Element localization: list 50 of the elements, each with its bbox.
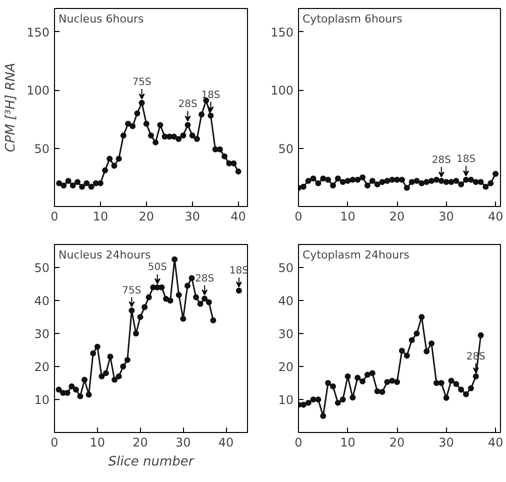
x-tick-label: 10 — [340, 210, 356, 224]
y-tick-label: 150 — [270, 25, 294, 40]
y-tick-label: 20 — [278, 360, 294, 374]
x-tick-label: 0 — [50, 210, 58, 224]
x-tick-label: 20 — [389, 436, 405, 450]
y-tick-label: 30 — [278, 327, 294, 342]
chart-title: Cytoplasm 6hours — [302, 12, 403, 26]
chart-title: Nucleus 6hours — [58, 12, 144, 26]
x-tick-label: 10 — [90, 436, 106, 450]
x-tick-label: 40 — [230, 210, 246, 224]
x-tick-label: 20 — [389, 210, 405, 224]
y-tick-label: 10 — [34, 393, 50, 408]
y-tick-label: 10 — [278, 393, 294, 408]
x-tick-label: 30 — [176, 436, 191, 450]
annotation: 28S — [178, 99, 198, 110]
x-tick-label: 40 — [488, 436, 504, 450]
y-tick-label: 50 — [34, 261, 50, 276]
x-tick-label: 20 — [138, 210, 154, 224]
annotation: 28S — [195, 273, 214, 284]
x-tick-label: 10 — [340, 436, 356, 450]
x-tick-label: 0 — [294, 436, 302, 450]
chart-title: Cytoplasm 24hours — [302, 248, 410, 262]
x-tick-label: 20 — [132, 436, 148, 450]
annotation: 75S — [122, 285, 142, 296]
x-tick-label: 30 — [438, 436, 454, 450]
chart-title: Nucleus 24hours — [58, 248, 151, 262]
x-tick-label: 0 — [294, 210, 302, 224]
annotation: 50S — [148, 262, 167, 274]
y-tick-label: 100 — [26, 84, 50, 98]
x-tick-label: 40 — [218, 436, 234, 450]
annotation: 75S — [132, 76, 152, 88]
y-tick-label: 100 — [270, 84, 294, 98]
y-tick-label: 40 — [34, 294, 50, 308]
annotation: 18S — [201, 90, 220, 101]
x-tick-label: 10 — [92, 210, 108, 224]
y-tick-label: 150 — [26, 25, 50, 40]
x-tick-label: 30 — [184, 210, 200, 224]
y-tick-label: 50 — [278, 261, 294, 276]
y-tick-label: 50 — [34, 142, 50, 156]
y-axis-title: CPM [³H] RNA — [4, 62, 19, 152]
annotation: 18S — [456, 154, 476, 165]
annotation: 28S — [432, 155, 451, 166]
x-tick-label: 30 — [438, 210, 454, 224]
y-tick-label: 50 — [278, 142, 294, 156]
y-tick-label: 40 — [278, 294, 294, 308]
x-tick-label: 40 — [488, 210, 504, 224]
x-axis-title: Slice number — [108, 454, 196, 470]
y-tick-label: 30 — [34, 327, 50, 342]
x-tick-label: 0 — [50, 436, 58, 450]
y-tick-label: 20 — [34, 360, 50, 374]
